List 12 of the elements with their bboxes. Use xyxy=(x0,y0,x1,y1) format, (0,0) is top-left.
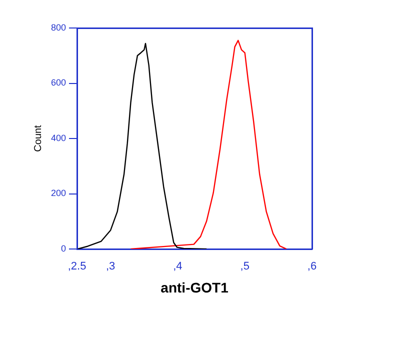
x-axis-title: anti-GOT1 xyxy=(160,279,229,296)
y-tick-label: 200 xyxy=(50,188,66,198)
x-tick-label: ,2.5 xyxy=(68,260,86,273)
y-axis-title: Count xyxy=(32,124,44,152)
x-tick-label: ,6 xyxy=(307,260,317,273)
y-tick-label: 800 xyxy=(50,22,66,32)
y-tick-label: 600 xyxy=(50,78,66,88)
y-tick-label: 400 xyxy=(50,132,66,143)
x-tick-label: ,3 xyxy=(106,260,116,273)
y-tick-label: 0 xyxy=(61,243,66,254)
x-tick-label: ,4 xyxy=(173,260,182,273)
x-tick-label: ,5 xyxy=(240,260,250,273)
